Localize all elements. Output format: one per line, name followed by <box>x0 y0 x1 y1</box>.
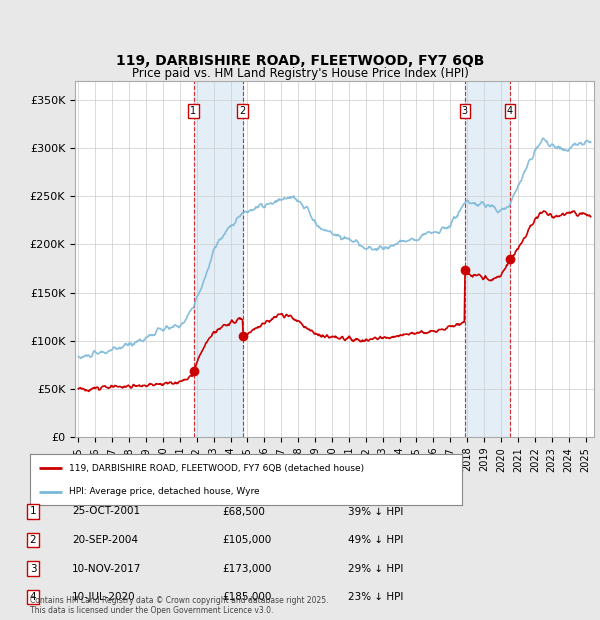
Text: 20-SEP-2004: 20-SEP-2004 <box>72 535 138 545</box>
Text: 2: 2 <box>29 535 37 545</box>
Text: Price paid vs. HM Land Registry's House Price Index (HPI): Price paid vs. HM Land Registry's House … <box>131 67 469 79</box>
Text: 10-JUL-2020: 10-JUL-2020 <box>72 592 136 602</box>
Text: 4: 4 <box>507 106 513 116</box>
Text: 29% ↓ HPI: 29% ↓ HPI <box>348 564 403 574</box>
Text: Contains HM Land Registry data © Crown copyright and database right 2025.
This d: Contains HM Land Registry data © Crown c… <box>30 596 329 615</box>
Text: £185,000: £185,000 <box>222 592 271 602</box>
Text: 3: 3 <box>462 106 468 116</box>
Text: HPI: Average price, detached house, Wyre: HPI: Average price, detached house, Wyre <box>69 487 260 496</box>
Text: 39% ↓ HPI: 39% ↓ HPI <box>348 507 403 516</box>
Text: 3: 3 <box>29 564 37 574</box>
Text: 23% ↓ HPI: 23% ↓ HPI <box>348 592 403 602</box>
Text: £105,000: £105,000 <box>222 535 271 545</box>
Text: 4: 4 <box>29 592 37 602</box>
Text: 25-OCT-2001: 25-OCT-2001 <box>72 507 140 516</box>
Text: 10-NOV-2017: 10-NOV-2017 <box>72 564 142 574</box>
Text: 1: 1 <box>190 106 197 116</box>
Bar <box>194 81 243 437</box>
Bar <box>465 81 510 437</box>
Text: 2: 2 <box>239 106 246 116</box>
Text: £173,000: £173,000 <box>222 564 271 574</box>
Text: £68,500: £68,500 <box>222 507 265 516</box>
Text: 1: 1 <box>29 507 37 516</box>
Text: 119, DARBISHIRE ROAD, FLEETWOOD, FY7 6QB: 119, DARBISHIRE ROAD, FLEETWOOD, FY7 6QB <box>116 54 484 68</box>
Text: 119, DARBISHIRE ROAD, FLEETWOOD, FY7 6QB (detached house): 119, DARBISHIRE ROAD, FLEETWOOD, FY7 6QB… <box>69 464 364 472</box>
Text: 49% ↓ HPI: 49% ↓ HPI <box>348 535 403 545</box>
